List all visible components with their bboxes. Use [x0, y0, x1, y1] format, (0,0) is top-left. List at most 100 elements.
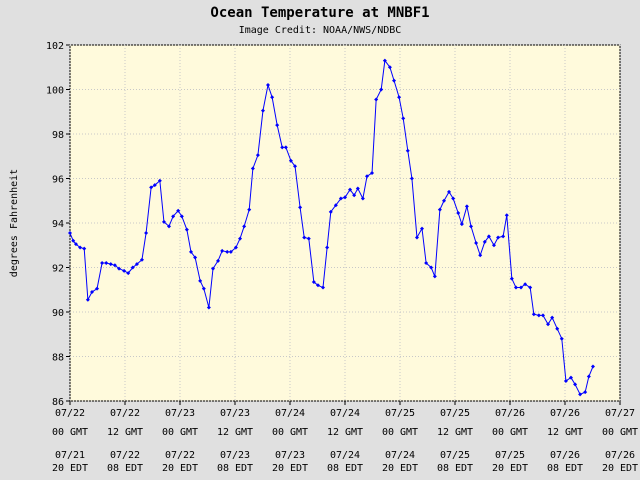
- data-point: [513, 285, 518, 290]
- data-point: [420, 226, 424, 231]
- data-point: [424, 261, 429, 266]
- data-point: [134, 262, 139, 267]
- data-point: [280, 145, 285, 150]
- data-point: [541, 313, 545, 318]
- data-point: [82, 246, 87, 251]
- data-point: [360, 196, 365, 201]
- data-point: [401, 116, 406, 121]
- x-tick-local-date: 07/22: [110, 450, 140, 461]
- data-point: [429, 265, 434, 270]
- data-point: [130, 265, 135, 270]
- data-point: [260, 108, 265, 113]
- y-tick-label: 94: [52, 219, 64, 230]
- data-point: [586, 374, 591, 379]
- x-tick-local-time: 08 EDT: [217, 463, 253, 474]
- x-tick-time: 00 GMT: [272, 427, 308, 438]
- data-point: [379, 87, 384, 92]
- data-line: [69, 59, 594, 395]
- y-tick-label: 100: [46, 86, 64, 97]
- data-point: [315, 283, 320, 288]
- data-point: [228, 249, 233, 254]
- data-point: [546, 322, 551, 327]
- x-tick-label: 07/24: [330, 408, 360, 419]
- data-point: [247, 207, 252, 212]
- x-tick-local-time: 20 EDT: [52, 463, 88, 474]
- data-point: [583, 390, 588, 395]
- x-tick-time: 00 GMT: [382, 427, 418, 438]
- data-point: [220, 248, 225, 253]
- x-tick-local-date: 07/23: [275, 450, 305, 461]
- data-point: [266, 83, 270, 88]
- x-tick-time: 00 GMT: [52, 427, 88, 438]
- x-tick-local-date: 07/26: [605, 450, 635, 461]
- x-tick-local-date: 07/21: [55, 450, 85, 461]
- data-point: [474, 241, 479, 246]
- chart-subtitle: Image Credit: NOAA/NWS/NDBC: [239, 25, 402, 36]
- x-tick-local-time: 20 EDT: [492, 463, 528, 474]
- data-point: [365, 174, 369, 179]
- data-point: [233, 245, 238, 250]
- y-tick-label: 86: [52, 397, 64, 408]
- data-point: [409, 176, 414, 181]
- data-point: [550, 315, 555, 320]
- x-tick-time: 00 GMT: [492, 427, 528, 438]
- x-tick-time: 12 GMT: [437, 427, 473, 438]
- data-point: [464, 204, 469, 209]
- data-point: [193, 255, 198, 260]
- data-point: [242, 224, 247, 229]
- x-tick-time: 00 GMT: [162, 427, 198, 438]
- data-point: [161, 219, 166, 224]
- data-point: [374, 97, 379, 102]
- data-point: [95, 286, 100, 291]
- data-point: [255, 153, 260, 158]
- data-point: [555, 326, 560, 331]
- data-point: [238, 236, 243, 241]
- x-tick-local-date: 07/25: [495, 450, 525, 461]
- data-point: [184, 227, 189, 232]
- data-point: [100, 261, 105, 266]
- x-tick-time: 12 GMT: [217, 427, 253, 438]
- data-point: [176, 208, 181, 213]
- data-point: [338, 196, 343, 201]
- data-point: [275, 123, 280, 128]
- data-point: [528, 285, 533, 290]
- x-tick-label: 07/27: [605, 408, 635, 419]
- data-point: [306, 236, 311, 241]
- data-point: [167, 224, 171, 229]
- data-point: [126, 271, 131, 276]
- x-tick-time: 12 GMT: [327, 427, 363, 438]
- y-tick-label: 90: [52, 308, 64, 319]
- x-tick-label: 07/23: [220, 408, 250, 419]
- data-point: [152, 183, 157, 188]
- x-tick-time: 12 GMT: [547, 427, 583, 438]
- data-point: [216, 258, 221, 263]
- data-point: [382, 58, 387, 63]
- chart-title: Ocean Temperature at MNBF1: [210, 5, 429, 21]
- data-point: [104, 261, 109, 266]
- x-tick-time: 00 GMT: [602, 427, 638, 438]
- x-tick-local-time: 08 EDT: [547, 463, 583, 474]
- data-point: [333, 203, 338, 208]
- data-point: [437, 207, 442, 212]
- x-tick-label: 07/26: [495, 408, 525, 419]
- data-point: [573, 382, 578, 387]
- data-point: [519, 285, 523, 290]
- y-axis-label: degrees Fahrenheit: [9, 169, 20, 277]
- data-point: [206, 305, 211, 310]
- data-point: [352, 193, 357, 198]
- data-point: [270, 95, 275, 100]
- data-point: [459, 222, 464, 227]
- data-point: [509, 276, 514, 281]
- y-tick-label: 98: [52, 130, 64, 141]
- data-point: [531, 312, 536, 317]
- data-point: [536, 313, 541, 318]
- data-point: [157, 178, 162, 183]
- data-point: [293, 164, 298, 169]
- data-point: [112, 263, 117, 268]
- data-point: [321, 285, 325, 290]
- data-point: [288, 158, 293, 163]
- data-point: [387, 65, 392, 70]
- data-point: [456, 210, 461, 215]
- data-point: [328, 209, 333, 214]
